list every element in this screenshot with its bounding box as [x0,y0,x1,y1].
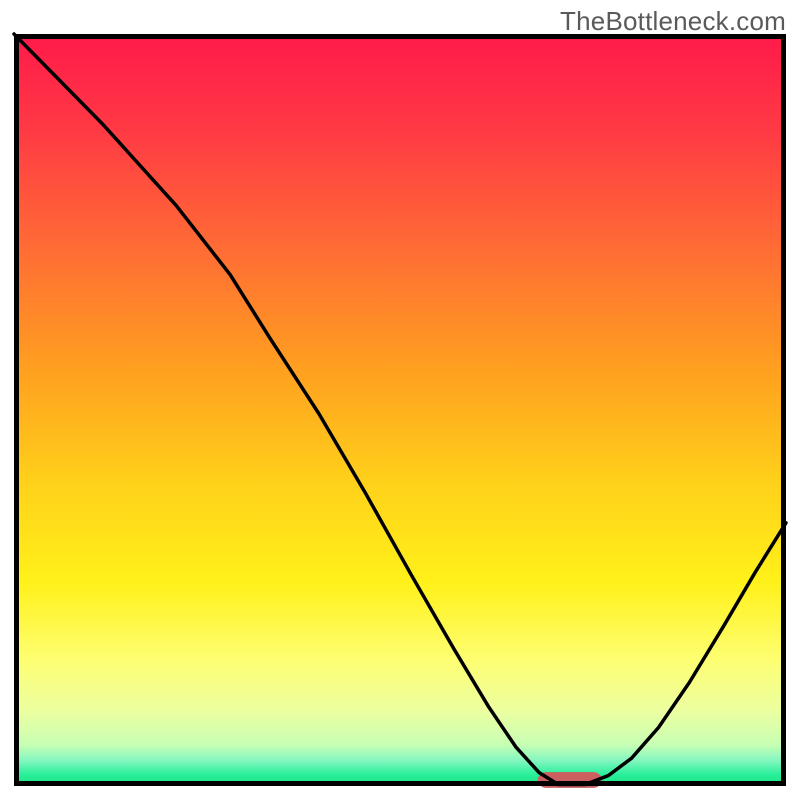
plot-background [14,34,786,786]
chart-container: TheBottleneck.com [0,0,800,800]
bottleneck-chart [0,0,800,800]
watermark-text: TheBottleneck.com [560,6,786,37]
